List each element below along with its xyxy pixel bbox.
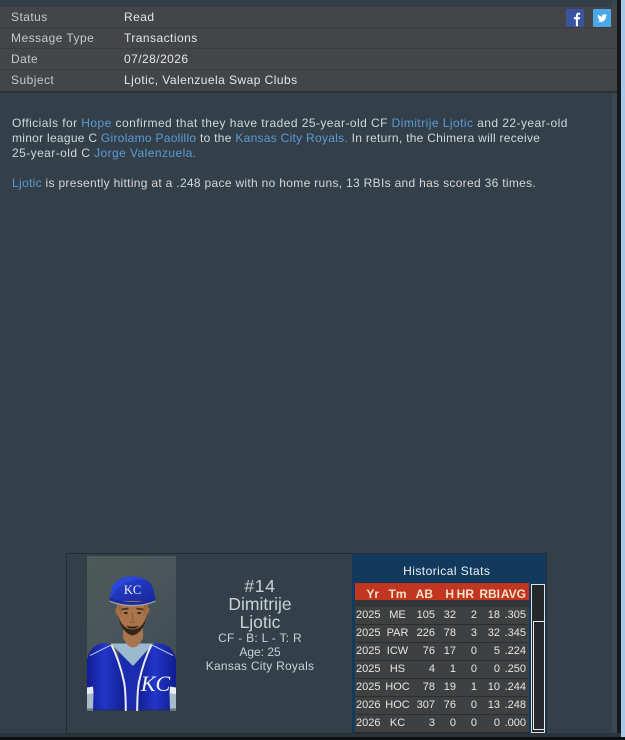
- svg-text:KC: KC: [140, 671, 171, 696]
- svg-text:KC: KC: [124, 583, 141, 597]
